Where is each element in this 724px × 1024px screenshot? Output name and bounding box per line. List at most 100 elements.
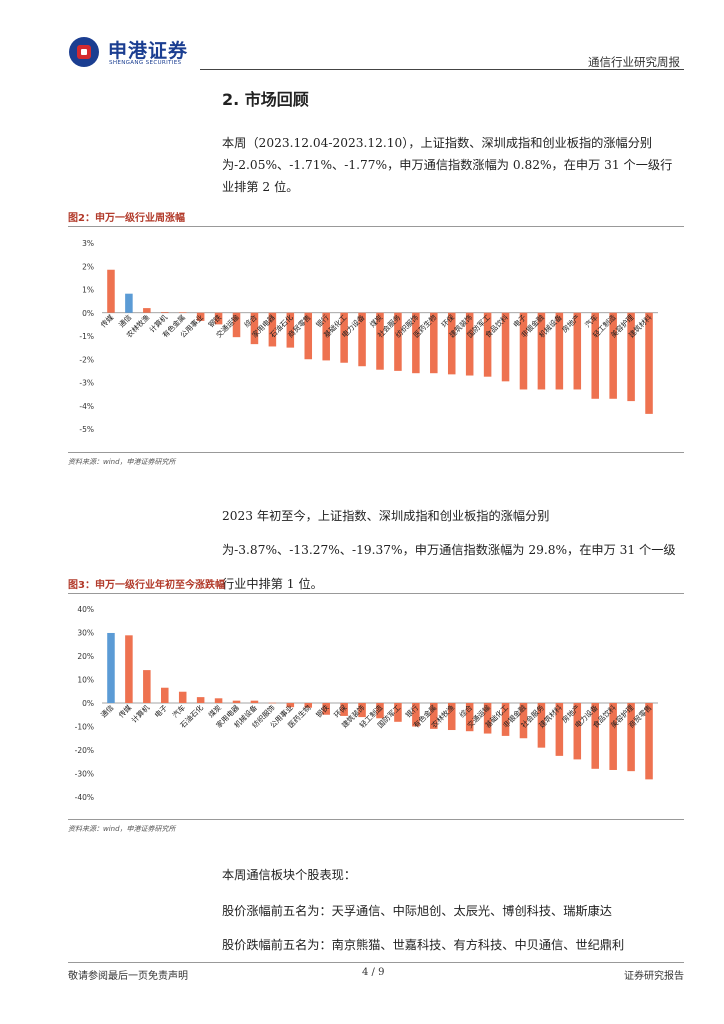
y-tick-label: -10%	[75, 723, 94, 732]
y-tick-label: -2%	[79, 355, 94, 364]
bar	[196, 697, 205, 703]
figure-2-top-rule	[68, 226, 684, 227]
figure-3-top-rule	[68, 593, 684, 594]
y-tick-label: -30%	[75, 770, 94, 779]
section-title: 2. 市场回顾	[222, 90, 309, 109]
bar	[178, 312, 187, 313]
bar	[627, 703, 635, 772]
bar	[591, 703, 599, 769]
figure-2-bottom-rule	[68, 452, 684, 453]
bar	[573, 312, 582, 390]
figure-3-title: 图3：申万一级行业年初至今涨跌幅	[68, 580, 225, 591]
bar	[465, 312, 474, 376]
bar	[537, 703, 546, 748]
bar	[304, 312, 313, 360]
bar	[286, 312, 295, 348]
y-tick-label: -40%	[75, 793, 94, 802]
bar	[609, 703, 617, 770]
bar	[250, 700, 259, 703]
page-number: 4 / 9	[362, 967, 385, 978]
bar	[286, 703, 295, 708]
footer-disclaimer: 敬请参阅最后一页免责声明	[68, 971, 188, 982]
bar	[394, 312, 402, 371]
y-tick-label: -20%	[75, 746, 94, 755]
bar	[519, 312, 528, 390]
bar	[214, 312, 223, 325]
bar	[645, 312, 653, 414]
ytd-change-chart: 40%30%20%10%0%-10%-20%-30%-40%通信 传媒计算机 电子汽…	[75, 605, 658, 802]
bar	[609, 312, 617, 399]
bar	[196, 312, 205, 321]
bar	[178, 691, 187, 703]
bar	[394, 703, 402, 722]
bar	[573, 703, 582, 760]
bar	[627, 312, 635, 402]
bar	[322, 703, 330, 715]
y-tick-label: 10%	[77, 676, 94, 685]
bar	[412, 703, 420, 727]
bar	[143, 308, 151, 313]
header-divider	[200, 69, 684, 70]
y-tick-label: 3%	[82, 239, 94, 248]
y-tick-label: 30%	[77, 629, 94, 638]
bar	[555, 312, 564, 390]
paragraph-top-gainers: 股价涨幅前五名为：天孚通信、中际旭创、太辰光、博创科技、瑞斯康达	[222, 904, 612, 918]
bar	[232, 700, 241, 703]
bar	[483, 312, 492, 377]
bar	[125, 293, 133, 313]
bar	[412, 312, 420, 374]
bar	[447, 312, 456, 375]
paragraph-top-losers: 股价跌幅前五名为：南京熊猫、世嘉科技、有方科技、中贝通信、世纪鼎利	[222, 938, 625, 952]
brand-name-en: SHENGANG SECURITIES	[109, 60, 182, 66]
y-tick-label: -3%	[79, 379, 94, 388]
bar	[537, 312, 546, 390]
bar	[161, 312, 169, 313]
footer-divider	[68, 962, 684, 963]
figure-3-source: 资料来源：wind，申港证券研究所	[68, 825, 176, 833]
y-tick-label: -1%	[79, 332, 94, 341]
bar	[125, 635, 133, 703]
bar	[250, 312, 259, 345]
bar	[501, 312, 510, 382]
bar	[322, 312, 330, 361]
bar	[304, 703, 313, 708]
bar	[447, 703, 456, 731]
figure-2-title: 图2：申万一级行业周涨幅	[68, 213, 185, 224]
bar	[340, 703, 348, 716]
y-tick-label: 0%	[82, 309, 94, 318]
bar	[555, 703, 564, 756]
bar	[483, 703, 492, 734]
footer-report-label: 证券研究报告	[624, 971, 684, 982]
category-label: 传媒	[99, 313, 116, 330]
y-tick-label: -4%	[79, 402, 94, 411]
bar	[214, 698, 223, 703]
y-tick-label: 1%	[82, 286, 94, 295]
weekly-change-chart: 3%2%1%0%-1%-2%-3%-4%-5%传媒 通信农林牧渔计算机有色金属公用…	[79, 239, 658, 434]
category-label: 通信	[99, 703, 116, 720]
bar	[107, 632, 115, 703]
bar	[107, 269, 115, 313]
figure-3-bottom-rule	[68, 819, 684, 820]
y-tick-label: 0%	[82, 699, 94, 708]
bar	[161, 687, 169, 703]
bar	[268, 312, 277, 347]
y-tick-label: 20%	[77, 652, 94, 661]
bar	[591, 312, 599, 399]
paragraph-ytd-summary: 2023 年初至今，上证指数、深圳成指和创业板指的涨幅分别为-3.87%、-13…	[222, 509, 676, 591]
figure-2-source: 资料来源：wind，申港证券研究所	[68, 458, 176, 466]
bar	[645, 703, 653, 780]
bar	[465, 703, 474, 732]
bar	[376, 703, 384, 719]
bar	[232, 312, 241, 338]
bar	[519, 703, 528, 739]
paragraph-stock-intro: 本周通信板块个股表现：	[222, 868, 357, 882]
bar	[268, 702, 277, 704]
bar	[340, 312, 348, 363]
bar	[430, 312, 438, 374]
bar	[501, 703, 510, 736]
category-label: 计算机	[130, 702, 152, 724]
bar	[358, 703, 366, 718]
company-logo	[69, 37, 99, 67]
report-type: 通信行业研究周报	[588, 55, 680, 69]
paragraph-weekly-summary: 本周（2023.12.04-2023.12.10），上证指数、深圳成指和创业板指…	[222, 136, 673, 194]
